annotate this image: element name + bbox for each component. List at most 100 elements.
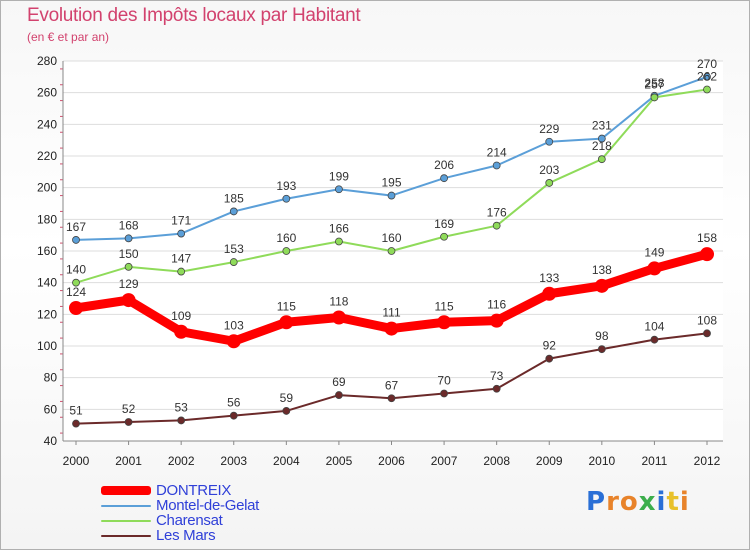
legend-swatch — [101, 486, 151, 495]
data-point-les-mars — [597, 345, 606, 354]
data-point-charensat — [177, 267, 186, 276]
y-tick-label: 180 — [37, 212, 57, 226]
data-point-charensat — [335, 237, 343, 246]
data-label-montel-de-gelat: 167 — [66, 220, 86, 234]
data-label-dontreix: 118 — [329, 295, 348, 309]
y-tick-label: 200 — [37, 181, 57, 195]
legend-label: DONTREIX — [156, 482, 232, 499]
data-point-dontreix — [437, 315, 452, 330]
x-tick-label: 2005 — [326, 454, 353, 468]
data-point-montel-de-gelat — [492, 161, 501, 170]
data-label-charensat: 203 — [539, 163, 559, 177]
data-label-dontreix: 124 — [66, 285, 86, 299]
data-point-montel-de-gelat — [177, 229, 186, 238]
chart-legend: DONTREIX Montel-de-Gelat Charensat Les Mars — [101, 482, 260, 544]
data-point-dontreix — [647, 261, 662, 276]
data-point-dontreix — [489, 313, 504, 328]
data-point-charensat — [597, 155, 606, 164]
data-label-montel-de-gelat: 171 — [171, 214, 191, 228]
y-tick-label: 40 — [44, 434, 58, 448]
data-point-les-mars — [492, 384, 501, 393]
data-point-montel-de-gelat — [597, 134, 606, 143]
data-label-les-mars: 67 — [385, 378, 399, 392]
data-label-les-mars: 98 — [595, 329, 609, 343]
logo-letter: i — [679, 487, 690, 517]
legend-swatch — [101, 504, 151, 507]
data-label-les-mars: 73 — [490, 369, 504, 383]
data-point-dontreix — [542, 286, 557, 301]
data-label-charensat: 169 — [434, 217, 454, 231]
data-label-les-mars: 69 — [332, 375, 346, 389]
proxiti-logo: Proxiti — [586, 487, 690, 517]
data-label-dontreix: 138 — [592, 263, 612, 277]
data-label-dontreix: 116 — [487, 298, 506, 312]
data-label-montel-de-gelat: 229 — [539, 122, 559, 136]
data-label-montel-de-gelat: 185 — [224, 191, 244, 205]
legend-label: Les Mars — [156, 527, 216, 544]
x-tick-label: 2009 — [536, 454, 563, 468]
data-point-dontreix — [384, 321, 399, 336]
x-tick-label: 2002 — [168, 454, 195, 468]
data-point-dontreix — [69, 301, 83, 315]
legend-swatch — [101, 519, 151, 522]
data-label-les-mars: 53 — [174, 400, 188, 414]
data-label-dontreix: 103 — [224, 318, 244, 332]
data-label-les-mars: 51 — [69, 404, 83, 418]
y-tick-label: 160 — [37, 244, 57, 258]
data-label-les-mars: 92 — [543, 339, 557, 353]
data-label-dontreix: 133 — [539, 271, 559, 285]
data-point-montel-de-gelat — [72, 236, 80, 244]
y-tick-label: 100 — [37, 339, 57, 353]
data-label-les-mars: 59 — [280, 391, 294, 405]
x-tick-label: 2003 — [220, 454, 247, 468]
logo-letter: t — [666, 487, 680, 517]
data-label-charensat: 140 — [66, 263, 86, 277]
data-label-montel-de-gelat: 231 — [592, 119, 612, 133]
data-label-charensat: 153 — [224, 242, 244, 256]
logo-letter: i — [656, 487, 667, 517]
data-label-charensat: 257 — [644, 77, 664, 91]
data-point-montel-de-gelat — [387, 191, 396, 200]
data-point-montel-de-gelat — [545, 137, 554, 146]
data-point-les-mars — [177, 416, 186, 425]
x-tick-label: 2001 — [115, 454, 142, 468]
y-tick-label: 260 — [37, 86, 57, 100]
y-tick-label: 120 — [37, 307, 57, 321]
data-label-les-mars: 70 — [437, 374, 451, 388]
data-point-charensat — [124, 262, 133, 271]
data-point-les-mars — [72, 419, 80, 428]
y-tick-label: 240 — [37, 117, 57, 131]
data-point-montel-de-gelat — [335, 185, 343, 194]
data-label-charensat: 147 — [171, 252, 191, 266]
legend-swatch — [101, 534, 151, 537]
y-tick-label: 140 — [37, 276, 57, 290]
x-tick-label: 2011 — [642, 454, 668, 468]
data-label-dontreix: 149 — [644, 245, 664, 259]
data-label-montel-de-gelat: 168 — [119, 218, 139, 232]
legend-label: Montel-de-Gelat — [156, 497, 260, 514]
data-point-les-mars — [387, 394, 396, 403]
data-label-les-mars: 52 — [122, 402, 136, 416]
data-label-charensat: 176 — [487, 206, 507, 220]
data-label-montel-de-gelat: 199 — [329, 169, 349, 183]
data-point-montel-de-gelat — [703, 72, 711, 81]
data-point-charensat — [650, 93, 659, 102]
data-label-dontreix: 115 — [277, 299, 296, 313]
data-label-charensat: 166 — [329, 222, 349, 236]
data-point-les-mars — [335, 391, 343, 399]
data-label-charensat: 160 — [276, 231, 296, 245]
data-point-charensat — [440, 232, 448, 241]
data-label-montel-de-gelat: 270 — [697, 57, 717, 71]
data-point-dontreix — [331, 310, 346, 325]
x-tick-label: 2012 — [694, 454, 721, 468]
data-point-les-mars — [650, 335, 659, 344]
legend-item-charensat: Charensat — [101, 512, 259, 529]
data-point-dontreix — [174, 324, 189, 339]
data-label-montel-de-gelat: 193 — [276, 179, 296, 193]
data-label-charensat: 160 — [381, 231, 401, 245]
data-label-montel-de-gelat: 195 — [381, 176, 401, 190]
logo-letter: r — [606, 487, 620, 517]
data-label-montel-de-gelat: 214 — [487, 146, 507, 160]
data-point-montel-de-gelat — [440, 174, 448, 183]
